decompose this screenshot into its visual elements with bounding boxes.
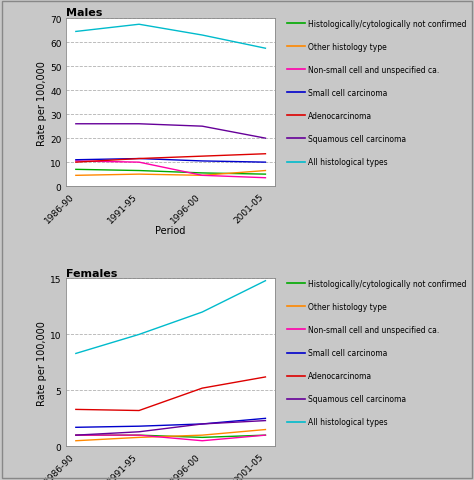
Text: Non-small cell and unspecified ca.: Non-small cell and unspecified ca. — [308, 66, 439, 74]
Y-axis label: Rate per 100,000: Rate per 100,000 — [37, 60, 47, 145]
Text: Adenocarcinoma: Adenocarcinoma — [308, 372, 372, 380]
Text: Squamous cell carcinoma: Squamous cell carcinoma — [308, 135, 406, 144]
Text: Other histology type: Other histology type — [308, 302, 386, 311]
Text: Small cell carcinoma: Small cell carcinoma — [308, 89, 387, 97]
Text: Small cell carcinoma: Small cell carcinoma — [308, 348, 387, 357]
Text: Histologically/cytologically not confirmed: Histologically/cytologically not confirm… — [308, 20, 466, 28]
Text: Females: Females — [66, 268, 118, 278]
Text: Histologically/cytologically not confirmed: Histologically/cytologically not confirm… — [308, 279, 466, 288]
Text: Other histology type: Other histology type — [308, 43, 386, 51]
Text: Adenocarcinoma: Adenocarcinoma — [308, 112, 372, 120]
Text: All histological types: All histological types — [308, 158, 387, 167]
Y-axis label: Rate per 100,000: Rate per 100,000 — [37, 320, 47, 405]
Text: Non-small cell and unspecified ca.: Non-small cell and unspecified ca. — [308, 325, 439, 334]
Text: Squamous cell carcinoma: Squamous cell carcinoma — [308, 395, 406, 403]
X-axis label: Period: Period — [155, 226, 186, 236]
Text: All histological types: All histological types — [308, 418, 387, 426]
Text: Males: Males — [66, 9, 103, 18]
